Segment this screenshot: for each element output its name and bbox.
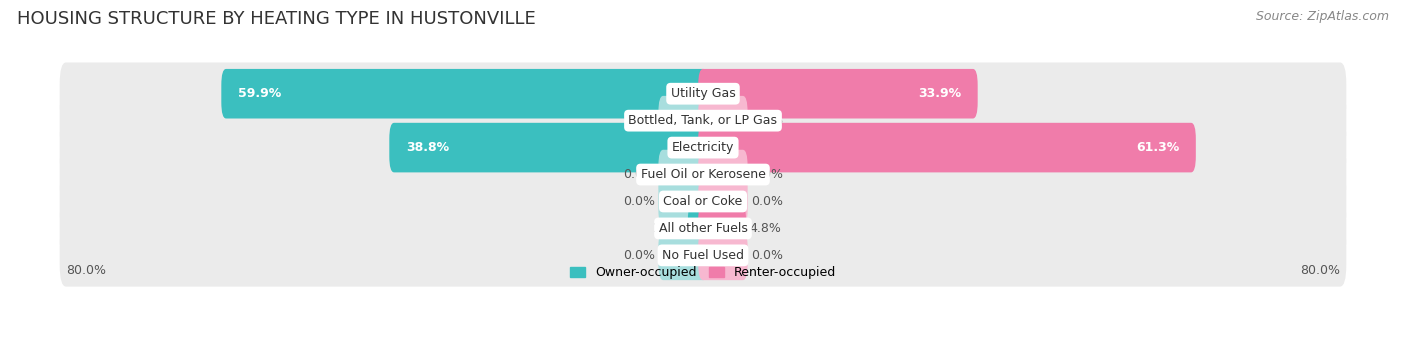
FancyBboxPatch shape [699, 231, 748, 280]
Text: Source: ZipAtlas.com: Source: ZipAtlas.com [1256, 10, 1389, 23]
Text: All other Fuels: All other Fuels [658, 222, 748, 235]
Text: 0.0%: 0.0% [623, 249, 655, 262]
FancyBboxPatch shape [59, 170, 1347, 233]
FancyBboxPatch shape [699, 69, 977, 119]
FancyBboxPatch shape [699, 177, 748, 226]
Text: 80.0%: 80.0% [66, 265, 105, 278]
Legend: Owner-occupied, Renter-occupied: Owner-occupied, Renter-occupied [565, 261, 841, 284]
Text: Utility Gas: Utility Gas [671, 87, 735, 100]
Text: 33.9%: 33.9% [918, 87, 960, 100]
Text: 1.3%: 1.3% [652, 222, 685, 235]
FancyBboxPatch shape [658, 231, 707, 280]
Text: 0.0%: 0.0% [751, 168, 783, 181]
Text: 0.0%: 0.0% [751, 195, 783, 208]
FancyBboxPatch shape [699, 96, 748, 146]
FancyBboxPatch shape [59, 116, 1347, 179]
Text: 0.0%: 0.0% [623, 195, 655, 208]
Text: 0.0%: 0.0% [623, 168, 655, 181]
Text: Coal or Coke: Coal or Coke [664, 195, 742, 208]
FancyBboxPatch shape [699, 204, 747, 253]
FancyBboxPatch shape [658, 177, 707, 226]
Text: 80.0%: 80.0% [1301, 265, 1340, 278]
Text: 4.8%: 4.8% [749, 222, 782, 235]
Text: Bottled, Tank, or LP Gas: Bottled, Tank, or LP Gas [628, 114, 778, 127]
Text: 0.0%: 0.0% [751, 114, 783, 127]
FancyBboxPatch shape [59, 224, 1347, 287]
FancyBboxPatch shape [221, 69, 707, 119]
Text: 61.3%: 61.3% [1136, 141, 1180, 154]
Text: 38.8%: 38.8% [406, 141, 449, 154]
Text: 59.9%: 59.9% [238, 87, 281, 100]
Text: HOUSING STRUCTURE BY HEATING TYPE IN HUSTONVILLE: HOUSING STRUCTURE BY HEATING TYPE IN HUS… [17, 10, 536, 28]
FancyBboxPatch shape [389, 123, 707, 173]
Text: Fuel Oil or Kerosene: Fuel Oil or Kerosene [641, 168, 765, 181]
FancyBboxPatch shape [699, 150, 748, 199]
FancyBboxPatch shape [658, 96, 707, 146]
FancyBboxPatch shape [658, 150, 707, 199]
FancyBboxPatch shape [688, 204, 707, 253]
Text: 0.0%: 0.0% [623, 114, 655, 127]
FancyBboxPatch shape [59, 143, 1347, 206]
Text: No Fuel Used: No Fuel Used [662, 249, 744, 262]
Text: Electricity: Electricity [672, 141, 734, 154]
FancyBboxPatch shape [59, 89, 1347, 152]
FancyBboxPatch shape [699, 123, 1197, 173]
FancyBboxPatch shape [59, 197, 1347, 260]
Text: 0.0%: 0.0% [751, 249, 783, 262]
FancyBboxPatch shape [59, 62, 1347, 125]
